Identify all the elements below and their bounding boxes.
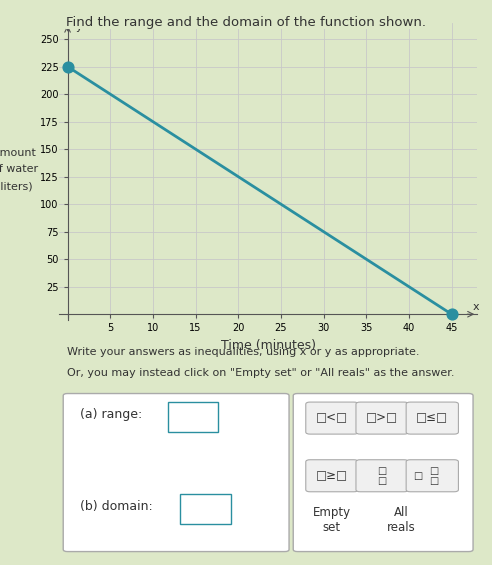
- Text: Amount: Amount: [0, 147, 37, 158]
- FancyBboxPatch shape: [406, 402, 459, 434]
- Text: All
reals: All reals: [387, 506, 416, 533]
- Text: Find the range and the domain of the function shown.: Find the range and the domain of the fun…: [66, 16, 426, 29]
- Text: y: y: [76, 22, 83, 32]
- FancyBboxPatch shape: [356, 460, 408, 492]
- Point: [63, 62, 71, 71]
- X-axis label: Time (minutes): Time (minutes): [220, 339, 316, 352]
- Text: □>□: □>□: [366, 411, 398, 424]
- Text: □: □: [377, 476, 387, 486]
- Text: □: □: [429, 476, 438, 486]
- Point: [448, 310, 456, 319]
- Text: (a) range:: (a) range:: [80, 408, 142, 421]
- Text: Write your answers as inequalities, using x or y as appropriate.: Write your answers as inequalities, usin…: [67, 346, 420, 357]
- Text: □≥□: □≥□: [316, 470, 348, 483]
- FancyBboxPatch shape: [63, 394, 289, 551]
- FancyBboxPatch shape: [306, 460, 358, 492]
- FancyBboxPatch shape: [406, 460, 459, 492]
- Text: (liters): (liters): [0, 181, 33, 192]
- Text: Empty
set: Empty set: [312, 506, 351, 533]
- Text: □: □: [429, 467, 438, 476]
- Text: Or, you may instead click on "Empty set" or "All reals" as the answer.: Or, you may instead click on "Empty set"…: [67, 368, 455, 378]
- FancyBboxPatch shape: [293, 394, 473, 551]
- Text: □: □: [377, 467, 387, 476]
- FancyBboxPatch shape: [168, 402, 218, 432]
- Text: □: □: [413, 471, 423, 481]
- FancyBboxPatch shape: [356, 402, 408, 434]
- Text: x: x: [473, 302, 480, 312]
- Text: □<□: □<□: [316, 411, 348, 424]
- Text: □≤□: □≤□: [416, 411, 448, 424]
- Text: (b) domain:: (b) domain:: [80, 500, 153, 513]
- FancyBboxPatch shape: [306, 402, 358, 434]
- Text: of water: of water: [0, 164, 38, 175]
- FancyBboxPatch shape: [180, 494, 230, 524]
